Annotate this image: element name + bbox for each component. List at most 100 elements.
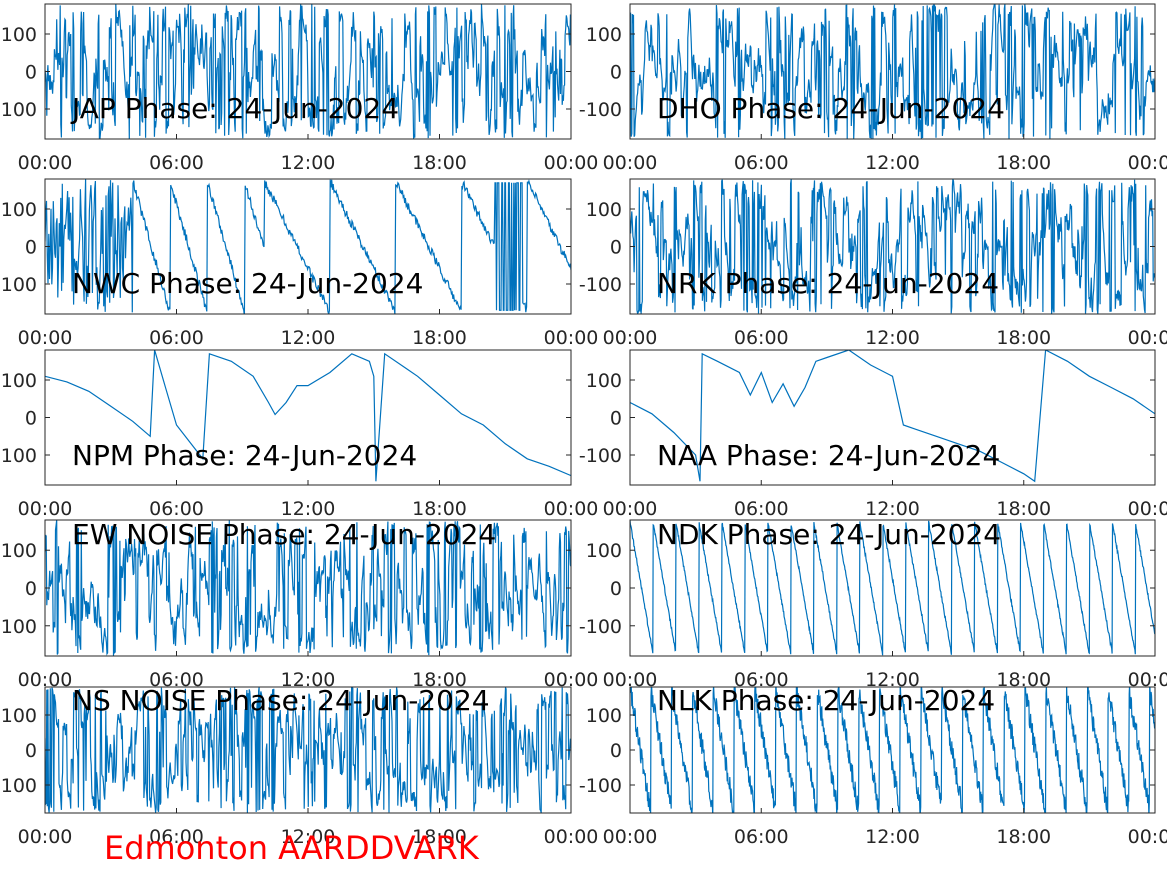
y-tick-label: -100 xyxy=(579,775,622,797)
y-tick-label: 100 xyxy=(1,199,37,221)
y-tick-label: 100 xyxy=(1,370,37,392)
x-tick-label: 18:00 xyxy=(412,826,467,848)
y-tick-label: -100 xyxy=(579,445,622,467)
x-tick-label: 06:00 xyxy=(734,498,789,520)
x-tick-label: 00:00 xyxy=(1128,498,1167,520)
y-tick-label: -100 xyxy=(0,99,37,121)
y-tick-label: 100 xyxy=(586,24,622,46)
y-tick-label: -100 xyxy=(0,616,37,638)
x-tick-label: 12:00 xyxy=(281,152,336,174)
x-tick-label: 06:00 xyxy=(149,327,204,349)
x-tick-label: 12:00 xyxy=(281,327,336,349)
y-tick-label: 100 xyxy=(586,705,622,727)
y-tick-label: -100 xyxy=(0,445,37,467)
y-tick-label: 100 xyxy=(586,199,622,221)
x-tick-label: 06:00 xyxy=(734,152,789,174)
y-tick-label: -100 xyxy=(579,99,622,121)
x-tick-label: 18:00 xyxy=(412,498,467,520)
x-tick-label: 06:00 xyxy=(734,826,789,848)
x-tick-label: 00:00 xyxy=(603,152,658,174)
phase-panel: -100 0 100 00:00 06:00 12:00 18:00 00:00 NAA Pha… xyxy=(579,349,1167,520)
panel-title: DHO Phase: 24-Jun-2024 xyxy=(657,92,1005,125)
phase-panel: -100 0 100 00:00 06:00 12:00 18:00 00:00 NWC Pha… xyxy=(0,178,598,349)
x-tick-label: 12:00 xyxy=(865,498,920,520)
y-tick-label: 100 xyxy=(586,540,622,562)
panel-title: NRK Phase: 24-Jun-2024 xyxy=(657,267,999,300)
phase-trace xyxy=(45,179,571,314)
x-tick-label: 12:00 xyxy=(865,327,920,349)
x-tick-label: 06:00 xyxy=(149,152,204,174)
phase-panel: -100 0 100 00:00 06:00 12:00 18:00 00:00 JAP Pha… xyxy=(0,3,598,174)
x-tick-label: 00:00 xyxy=(1128,826,1167,848)
phase-panel: -100 0 100 00:00 06:00 12:00 18:00 00:00 EW NOIS… xyxy=(0,518,598,691)
y-tick-label: 0 xyxy=(25,578,37,600)
phase-panel: -100 0 100 00:00 06:00 12:00 18:00 00:00 NS NOIS… xyxy=(0,684,598,848)
x-tick-label: 00:00 xyxy=(544,498,599,520)
phase-trace xyxy=(630,350,1155,483)
x-tick-label: 00:00 xyxy=(18,826,73,848)
phase-panel: -100 0 100 00:00 06:00 12:00 18:00 00:00 NRK Pha… xyxy=(579,178,1167,349)
y-tick-label: -100 xyxy=(579,616,622,638)
x-tick-label: 00:00 xyxy=(1128,152,1167,174)
x-tick-label: 18:00 xyxy=(412,669,467,691)
x-tick-label: 12:00 xyxy=(865,669,920,691)
panel-title: EW NOISE Phase: 24-Jun-2024 xyxy=(72,518,496,551)
x-tick-label: 00:00 xyxy=(603,498,658,520)
phase-trace xyxy=(45,350,571,482)
phase-trace xyxy=(630,179,1155,314)
phase-trace xyxy=(45,4,571,139)
y-tick-label: 100 xyxy=(1,705,37,727)
x-tick-label: 06:00 xyxy=(734,327,789,349)
y-tick-label: -100 xyxy=(579,274,622,296)
phase-trace xyxy=(45,687,571,813)
y-tick-label: 0 xyxy=(610,578,622,600)
panel-title: NWC Phase: 24-Jun-2024 xyxy=(72,267,423,300)
panel-title: NAA Phase: 24-Jun-2024 xyxy=(657,439,1000,472)
x-tick-label: 18:00 xyxy=(996,669,1051,691)
x-tick-label: 12:00 xyxy=(281,669,336,691)
y-tick-label: 0 xyxy=(25,740,37,762)
x-tick-label: 12:00 xyxy=(865,152,920,174)
y-tick-label: 0 xyxy=(25,408,37,430)
x-tick-label: 12:00 xyxy=(281,826,336,848)
panel-title: NS NOISE Phase: 24-Jun-2024 xyxy=(72,684,490,717)
x-tick-label: 00:00 xyxy=(603,826,658,848)
phase-trace xyxy=(45,520,571,656)
panel-title: JAP Phase: 24-Jun-2024 xyxy=(70,92,399,125)
x-tick-label: 18:00 xyxy=(996,327,1051,349)
x-tick-label: 06:00 xyxy=(734,669,789,691)
x-tick-label: 00:00 xyxy=(18,152,73,174)
x-tick-label: 18:00 xyxy=(412,327,467,349)
y-tick-label: -100 xyxy=(0,775,37,797)
figure-caption: Edmonton AARDDVARK xyxy=(104,829,479,867)
x-tick-label: 00:00 xyxy=(603,327,658,349)
x-tick-label: 12:00 xyxy=(865,826,920,848)
y-tick-label: 100 xyxy=(586,370,622,392)
x-tick-label: 06:00 xyxy=(149,669,204,691)
phase-panel: -100 0 100 00:00 06:00 12:00 18:00 00:00 NLK Pha… xyxy=(579,684,1167,848)
x-tick-label: 18:00 xyxy=(996,152,1051,174)
y-tick-label: 0 xyxy=(610,408,622,430)
phase-trace xyxy=(630,687,1155,813)
phase-panel: -100 0 100 00:00 06:00 12:00 18:00 00:00 NDK Pha… xyxy=(579,518,1167,691)
x-tick-label: 00:00 xyxy=(18,669,73,691)
phase-panel: -100 0 100 00:00 06:00 12:00 18:00 00:00 NPM Pha… xyxy=(0,349,599,520)
panel-title: NDK Phase: 24-Jun-2024 xyxy=(657,518,1001,551)
phase-panel: -100 0 100 00:00 06:00 12:00 18:00 00:00 DHO Pha… xyxy=(579,3,1167,174)
x-tick-label: 06:00 xyxy=(149,826,204,848)
x-tick-label: 00:00 xyxy=(544,669,599,691)
phase-trace xyxy=(630,4,1155,139)
x-tick-label: 18:00 xyxy=(996,498,1051,520)
phase-trace xyxy=(630,520,1155,656)
y-tick-label: 0 xyxy=(25,237,37,259)
y-tick-label: -100 xyxy=(0,274,37,296)
x-tick-label: 00:00 xyxy=(1128,669,1167,691)
x-tick-label: 00:00 xyxy=(1128,327,1167,349)
x-tick-label: 00:00 xyxy=(603,669,658,691)
x-tick-label: 00:00 xyxy=(544,826,599,848)
panel-title: NPM Phase: 24-Jun-2024 xyxy=(72,439,417,472)
y-tick-label: 0 xyxy=(610,237,622,259)
y-tick-label: 100 xyxy=(1,24,37,46)
y-tick-label: 100 xyxy=(1,540,37,562)
